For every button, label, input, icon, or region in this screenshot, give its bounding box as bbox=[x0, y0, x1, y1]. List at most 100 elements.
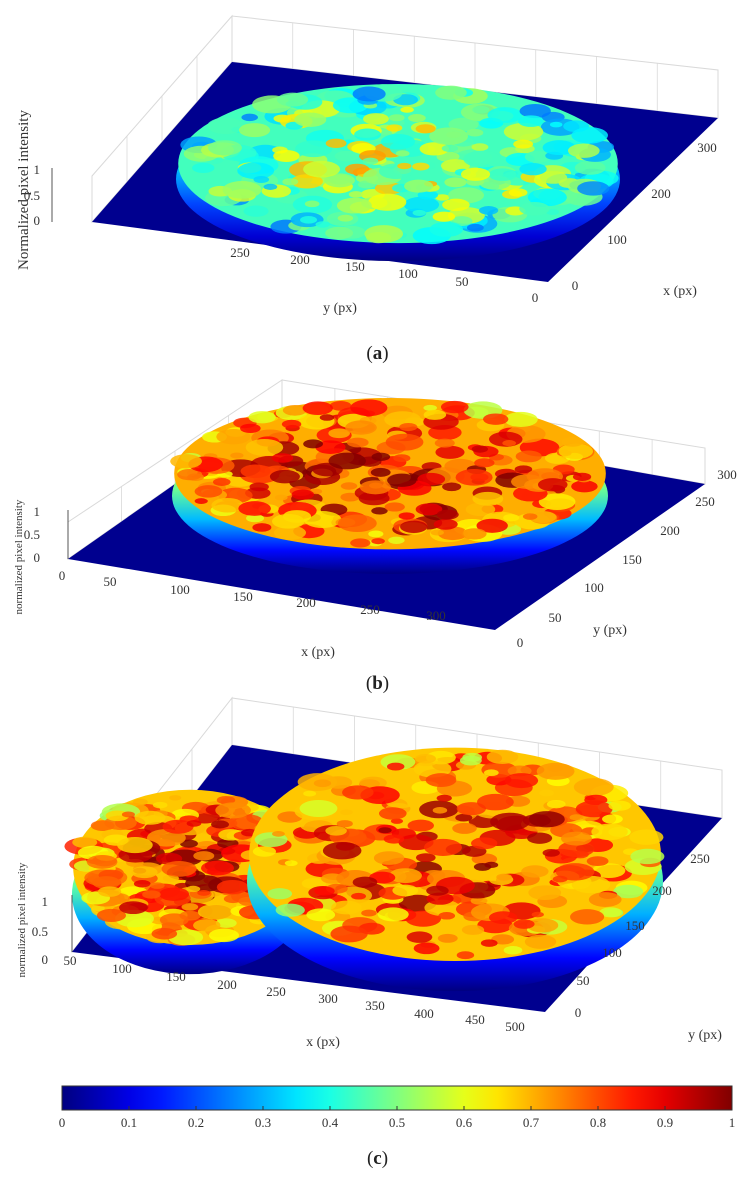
surface-patch bbox=[328, 428, 350, 439]
surface-patch bbox=[328, 452, 366, 470]
x-tick-label: 500 bbox=[505, 1019, 525, 1034]
y-tick-label: 300 bbox=[717, 467, 737, 482]
surface-patch bbox=[413, 942, 440, 955]
surface-patch bbox=[386, 124, 403, 132]
colorbar-tick-label: 0.4 bbox=[322, 1115, 339, 1130]
caption-c: (c) bbox=[366, 1148, 389, 1169]
x-tick-label: 50 bbox=[64, 953, 77, 968]
surface-patch bbox=[419, 142, 450, 156]
surface-patch bbox=[228, 814, 264, 831]
surface-patch bbox=[161, 860, 197, 877]
surface-patch bbox=[514, 465, 533, 474]
surface-patch bbox=[208, 140, 242, 156]
surface-patch bbox=[351, 892, 367, 900]
colorbar-tick-label: 0.2 bbox=[188, 1115, 204, 1130]
surface-patch bbox=[238, 123, 271, 138]
surface-patch bbox=[478, 206, 499, 215]
surface-patch bbox=[432, 807, 448, 814]
surface-patch bbox=[336, 820, 353, 828]
surface-patch bbox=[378, 827, 392, 834]
surface-patch bbox=[273, 525, 307, 540]
caption-b-letter: b bbox=[372, 673, 383, 694]
y-tick-label: 0 bbox=[575, 1005, 582, 1020]
surface-patch bbox=[181, 903, 199, 911]
surface-patch bbox=[503, 946, 523, 955]
z-tick-label: 0 bbox=[34, 213, 41, 228]
surface-patch bbox=[444, 177, 467, 188]
x-tick-label: 300 bbox=[697, 140, 717, 155]
x-axis-label: x (px) bbox=[306, 1035, 340, 1050]
surface-patch bbox=[193, 919, 221, 932]
surface-patch bbox=[435, 85, 467, 100]
surface-patch bbox=[378, 807, 407, 820]
surface-patch bbox=[432, 211, 456, 222]
surface-patch bbox=[240, 423, 261, 433]
surface-patch bbox=[546, 799, 566, 809]
surface-patch bbox=[476, 518, 508, 533]
panel-b: 0 0.5 1 0 50 100 150 200 250 300 0 50 100 150 200 250 30… bbox=[0, 372, 755, 672]
surface-patch bbox=[483, 413, 509, 425]
surface-patch bbox=[519, 201, 550, 216]
surface-patch bbox=[362, 157, 379, 165]
surface-patch bbox=[364, 225, 404, 243]
surface-patch bbox=[252, 846, 277, 857]
surface-patch bbox=[121, 811, 135, 818]
surface-patch bbox=[430, 529, 444, 536]
surface-patch bbox=[571, 480, 598, 493]
surface-patch bbox=[215, 802, 251, 819]
surface-patch bbox=[537, 478, 568, 492]
x-tick-label: 200 bbox=[217, 977, 237, 992]
surface-patch bbox=[489, 911, 518, 925]
surface-patch bbox=[194, 498, 208, 505]
x-tick-label: 250 bbox=[266, 984, 286, 999]
surface-patch bbox=[415, 503, 443, 516]
surface-patch bbox=[542, 140, 576, 156]
surface-patch bbox=[588, 892, 622, 907]
caption-a: (a) bbox=[366, 343, 389, 364]
surface-patch bbox=[151, 927, 178, 940]
colorbar-tick-label: 0.9 bbox=[657, 1115, 673, 1130]
surface-patch bbox=[371, 538, 385, 545]
caption-c-letter: c bbox=[373, 1148, 382, 1169]
surface-patch bbox=[440, 400, 469, 414]
surface-patch bbox=[281, 419, 302, 429]
surface-patch bbox=[406, 931, 433, 943]
surface-patch bbox=[408, 114, 426, 123]
surface-patch bbox=[460, 167, 491, 181]
surface-patch bbox=[519, 163, 547, 176]
surface-patch bbox=[276, 92, 309, 107]
surface-patch bbox=[384, 502, 405, 512]
surface-patch bbox=[208, 928, 240, 943]
plot-area: 0 0.5 1 0 100 200 300 250 200 150 100 50 0 x (px) y (p… bbox=[16, 14, 719, 316]
surface-patch bbox=[429, 221, 464, 237]
surface-patch bbox=[463, 150, 501, 168]
surface-patch bbox=[295, 502, 310, 509]
surface-patch bbox=[538, 493, 576, 510]
surface-patch bbox=[586, 856, 609, 867]
surface-patch bbox=[484, 861, 499, 869]
surface-patch bbox=[459, 755, 482, 766]
surface-patch bbox=[294, 112, 327, 127]
surface-patch bbox=[417, 190, 439, 200]
surface-patch bbox=[303, 160, 341, 178]
y-tick-label: 200 bbox=[660, 523, 680, 538]
surface-patch bbox=[466, 223, 484, 232]
x-axis-label: x (px) bbox=[663, 284, 697, 299]
surface-patch bbox=[426, 885, 449, 896]
surface-patch bbox=[92, 876, 121, 889]
surface-patch bbox=[133, 880, 151, 888]
colorbar-tick-label: 0.3 bbox=[255, 1115, 271, 1130]
surface-patch bbox=[386, 762, 405, 771]
surface-patch bbox=[524, 151, 551, 163]
surface-patch bbox=[194, 485, 223, 498]
plateau-top bbox=[170, 398, 606, 550]
caption-b: (b) bbox=[365, 673, 390, 694]
surface-patch bbox=[503, 514, 520, 522]
surface-patch bbox=[306, 908, 336, 922]
surface-patch bbox=[345, 163, 370, 175]
surface-patch bbox=[97, 886, 122, 897]
surface-patch bbox=[131, 866, 158, 879]
panel-a: 0 0.5 1 0 100 200 300 250 200 150 100 50 0 x (px) y (p… bbox=[0, 0, 755, 330]
